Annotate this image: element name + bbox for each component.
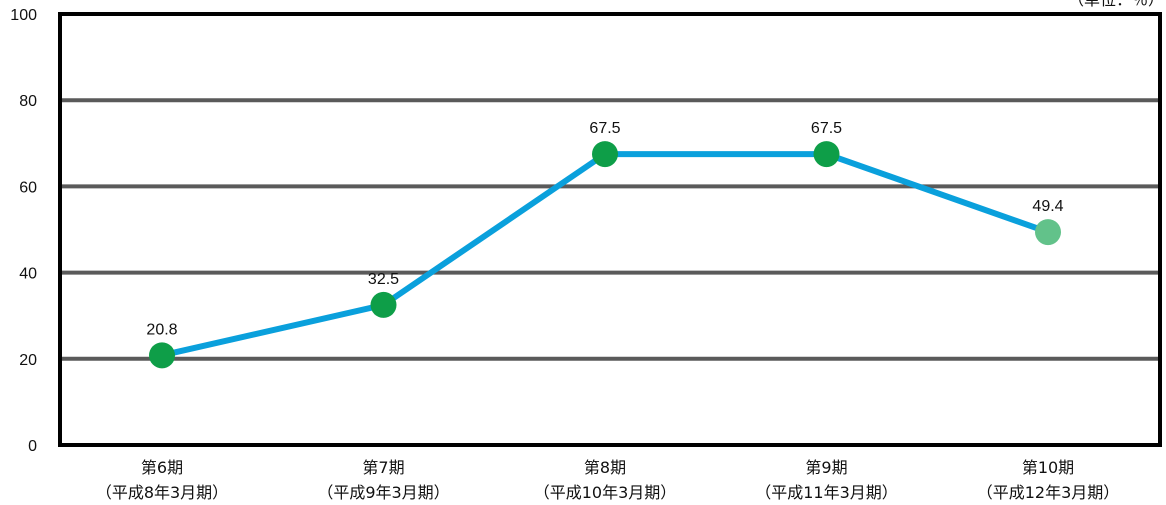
x-category-sublabel: （平成10年3月期） — [534, 483, 677, 502]
y-tick-label: 60 — [19, 179, 37, 196]
y-axis-ticks: 0 20 40 60 80 100 — [10, 7, 37, 455]
x-category-label: 第10期 — [1022, 458, 1074, 477]
x-axis-categories: 第6期 （平成8年3月期） 第7期 （平成9年3月期） 第8期 （平成10年3月期） 第9期… — [96, 458, 1119, 502]
data-label: 32.5 — [368, 271, 399, 288]
x-category-label: 第9期 — [805, 458, 847, 477]
x-category-sublabel: （平成9年3月期） — [317, 483, 449, 502]
data-point — [149, 342, 175, 369]
data-point — [370, 291, 397, 318]
data-label: 49.4 — [1032, 198, 1063, 215]
data-labels: 20.8 32.5 67.5 67.5 49.4 — [146, 120, 1063, 338]
x-category-sublabel: （平成8年3月期） — [96, 483, 228, 502]
data-label: 67.5 — [589, 120, 620, 137]
x-category-sublabel: （平成12年3月期） — [977, 483, 1120, 502]
plot-frame — [58, 12, 1162, 447]
x-category-label: 第6期 — [141, 458, 183, 477]
y-tick-label: 0 — [28, 438, 37, 455]
data-label: 67.5 — [811, 120, 842, 137]
data-points — [149, 141, 1061, 369]
data-label: 20.8 — [146, 321, 177, 338]
series-polyline — [161, 151, 1049, 359]
y-tick-label: 100 — [10, 7, 37, 24]
x-category-label: 第8期 — [584, 458, 626, 477]
x-category-label: 第7期 — [362, 458, 404, 477]
data-point — [1035, 219, 1061, 246]
data-point — [592, 141, 618, 168]
series-line — [161, 151, 1049, 359]
y-tick-label: 20 — [19, 352, 37, 369]
grid-lines — [60, 98, 1160, 361]
x-category-sublabel: （平成11年3月期） — [755, 483, 898, 502]
unit-label: （単位：％） — [1068, 0, 1164, 9]
y-tick-label: 40 — [19, 266, 37, 283]
y-tick-label: 80 — [19, 93, 37, 110]
data-point — [813, 141, 840, 168]
